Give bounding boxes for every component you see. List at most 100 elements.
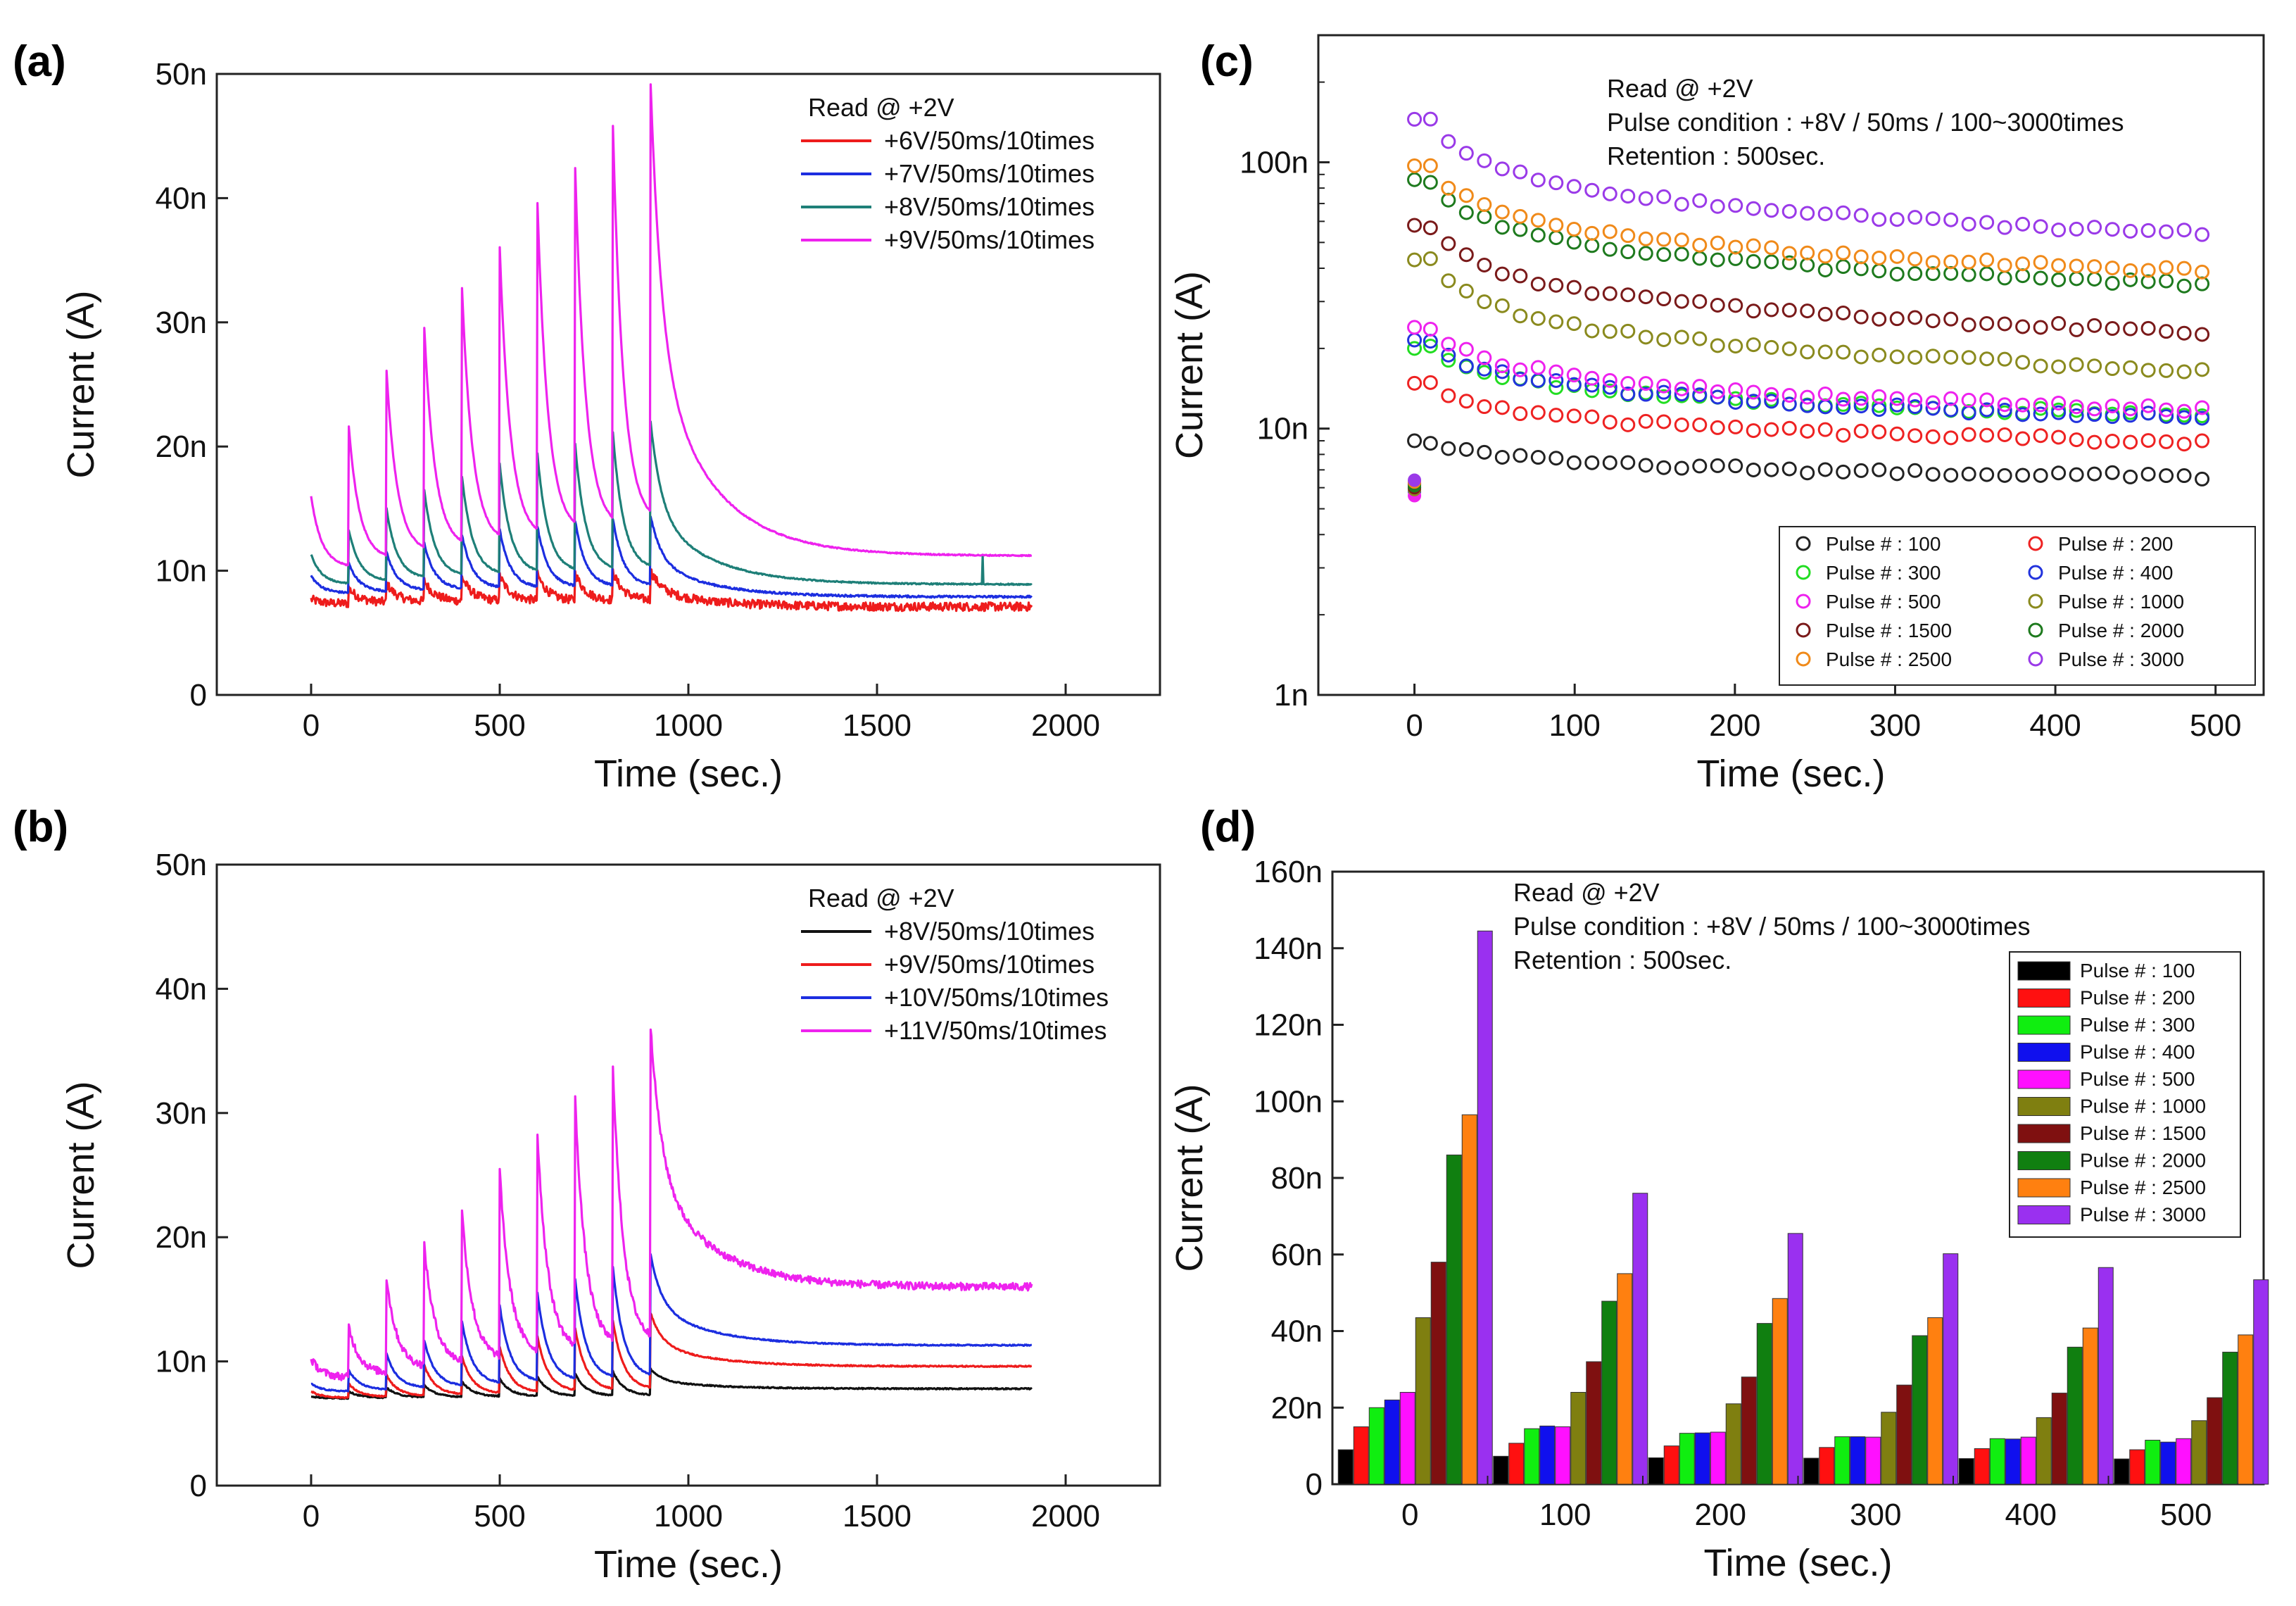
data-point: [1925, 401, 1941, 416]
data-point: [2195, 227, 2210, 242]
data-point: [1584, 409, 1600, 425]
bar: [2253, 1279, 2269, 1485]
data-point: [1602, 379, 1617, 395]
data-point: [1458, 441, 1474, 457]
bar: [1632, 1193, 1648, 1485]
data-point: [2015, 268, 2031, 284]
data-point: [1441, 353, 1456, 368]
legend-item: Pulse # : 2000: [2080, 1150, 2206, 1172]
data-point: [2159, 402, 2174, 418]
data-point: [1853, 423, 1869, 439]
bar: [2082, 1327, 2098, 1485]
data-point: [1407, 158, 1423, 173]
data-point: [1781, 420, 1797, 436]
y-tick-label: 140n: [1254, 931, 1323, 966]
data-point: [1530, 310, 1546, 326]
data-point: [1584, 455, 1600, 470]
data-point: [2033, 406, 2048, 422]
data-point: [2015, 216, 2031, 232]
data-point: [1710, 420, 1725, 435]
legend-swatch: [2017, 1097, 2071, 1116]
data-point: [1423, 175, 1438, 190]
data-point: [1817, 387, 1833, 402]
bar: [1943, 1253, 1959, 1485]
data-point: [1620, 455, 1636, 470]
y-tick-label: 40n: [1271, 1315, 1323, 1349]
data-point: [2051, 272, 2067, 288]
data-point: [1548, 230, 1564, 246]
data-point: [2015, 256, 2031, 272]
data-point: [2051, 405, 2067, 420]
data-point: [1674, 330, 1689, 345]
y-tick-label: 0: [1306, 1467, 1323, 1502]
x-tick-label: 2000: [1031, 1499, 1100, 1533]
legend-swatch: [2017, 1124, 2071, 1143]
series-line: [310, 1028, 1033, 1381]
data-point: [2105, 321, 2120, 337]
data-point: [1800, 465, 1815, 481]
data-point: [2140, 263, 2156, 278]
data-point: [1638, 458, 1653, 473]
data-point: [1817, 306, 1833, 322]
data-point: [2069, 258, 2084, 274]
data-point: [1513, 406, 1528, 422]
data-point: [1494, 161, 1510, 177]
y-tick-label: 50n: [156, 848, 207, 882]
y-tick-label: 40n: [156, 972, 207, 1006]
data-point: [1458, 146, 1474, 161]
data-point: [1872, 311, 1887, 327]
bar: [1415, 1317, 1431, 1485]
data-point: [1800, 344, 1815, 360]
data-point: [1943, 430, 1959, 446]
legend-marker: [1796, 651, 1811, 667]
data-point: [1997, 351, 2012, 367]
legend-swatch: [2017, 1205, 2071, 1224]
data-point: [1853, 391, 1869, 406]
data-point: [1710, 389, 1725, 405]
legend-item: +8V/50ms/10times: [884, 917, 1095, 946]
data-point: [1548, 451, 1564, 466]
bar: [1539, 1425, 1556, 1485]
bar: [2051, 1393, 2067, 1485]
bar: [1353, 1426, 1369, 1485]
data-point: [1746, 337, 1761, 353]
data-point: [1548, 314, 1564, 330]
series-points: [1407, 320, 2210, 503]
data-point: [2105, 399, 2120, 414]
data-point: [1943, 402, 1959, 418]
y-tick-label: 60n: [1271, 1238, 1323, 1272]
legend-marker: [1796, 622, 1811, 638]
legend-item: Pulse # : 400: [2080, 1041, 2195, 1063]
data-point: [2015, 468, 2031, 483]
legend-marker: [1796, 594, 1811, 609]
y-tick-label: 80n: [1271, 1161, 1323, 1196]
data-point: [1710, 235, 1725, 251]
data-point: [2123, 360, 2138, 375]
bar: [2160, 1441, 2176, 1485]
bar: [1834, 1436, 1850, 1485]
data-point: [1692, 237, 1708, 253]
data-point: [1513, 208, 1528, 224]
data-point: [1925, 429, 1941, 444]
data-point: [2033, 320, 2048, 335]
bar: [2067, 1346, 2083, 1485]
legend-swatch: [2017, 989, 2071, 1008]
data-point: [1674, 460, 1689, 476]
data-point: [1836, 259, 1851, 275]
legend-item: Pulse # : 1000: [2080, 1096, 2206, 1117]
data-point: [2140, 320, 2156, 336]
data-point: [2159, 324, 2174, 339]
data-point: [1513, 164, 1528, 180]
legend-title: Read @ +2V: [808, 93, 954, 122]
annotation: Read @ +2V: [1607, 74, 1753, 103]
data-point: [1746, 238, 1761, 253]
bar: [1446, 1154, 1462, 1485]
bar: [1508, 1443, 1525, 1485]
data-point: [1943, 391, 1959, 406]
data-point: [1692, 193, 1708, 208]
data-point: [1997, 397, 2012, 413]
data-point: [2123, 223, 2138, 239]
data-point: [1494, 358, 1510, 374]
data-point: [1423, 375, 1438, 390]
